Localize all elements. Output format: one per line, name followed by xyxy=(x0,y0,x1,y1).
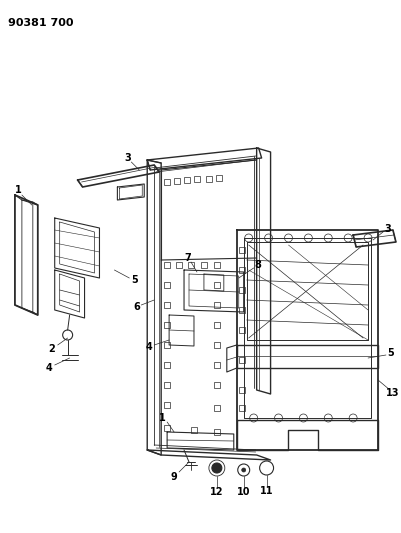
Bar xyxy=(188,262,194,268)
Bar xyxy=(214,382,220,388)
Text: 1: 1 xyxy=(14,185,21,195)
Bar xyxy=(184,177,190,183)
Text: 5: 5 xyxy=(388,348,394,358)
Bar xyxy=(214,342,220,348)
Bar xyxy=(164,282,170,288)
Bar xyxy=(239,287,245,293)
Bar xyxy=(239,247,245,253)
Text: 3: 3 xyxy=(124,153,131,163)
Bar xyxy=(164,362,170,368)
Bar xyxy=(201,262,207,268)
Bar xyxy=(174,178,180,184)
Bar xyxy=(164,262,170,268)
Bar xyxy=(214,362,220,368)
Bar xyxy=(164,302,170,308)
Bar xyxy=(164,322,170,328)
Text: 2: 2 xyxy=(49,344,55,354)
Bar xyxy=(214,282,220,288)
Bar xyxy=(239,307,245,313)
Text: 4: 4 xyxy=(45,363,52,373)
Circle shape xyxy=(212,463,222,473)
Text: 4: 4 xyxy=(146,342,153,352)
Bar xyxy=(239,327,245,333)
Text: 11: 11 xyxy=(260,486,273,496)
Bar xyxy=(214,429,220,435)
Text: 10: 10 xyxy=(237,487,251,497)
Bar xyxy=(239,267,245,273)
Bar xyxy=(214,405,220,411)
Text: 3: 3 xyxy=(385,224,391,234)
Bar xyxy=(214,322,220,328)
Text: 13: 13 xyxy=(386,388,400,398)
Bar xyxy=(239,387,245,393)
Text: 1: 1 xyxy=(159,413,166,423)
Bar xyxy=(164,342,170,348)
Text: 7: 7 xyxy=(184,253,191,263)
Text: 6: 6 xyxy=(133,302,140,312)
Bar xyxy=(239,357,245,363)
Bar xyxy=(239,405,245,411)
Bar xyxy=(176,262,182,268)
Text: 8: 8 xyxy=(254,260,261,270)
Text: 9: 9 xyxy=(171,472,178,482)
Bar xyxy=(206,176,212,182)
Bar xyxy=(214,302,220,308)
Bar xyxy=(216,175,222,181)
Text: 90381 700: 90381 700 xyxy=(8,18,73,28)
Bar xyxy=(164,402,170,408)
Bar xyxy=(164,425,170,431)
Bar xyxy=(164,179,170,185)
Text: 5: 5 xyxy=(131,275,138,285)
Bar xyxy=(191,427,197,433)
Circle shape xyxy=(242,468,246,472)
Bar xyxy=(214,262,220,268)
Bar xyxy=(164,382,170,388)
Text: 12: 12 xyxy=(210,487,224,497)
Bar xyxy=(194,176,200,182)
